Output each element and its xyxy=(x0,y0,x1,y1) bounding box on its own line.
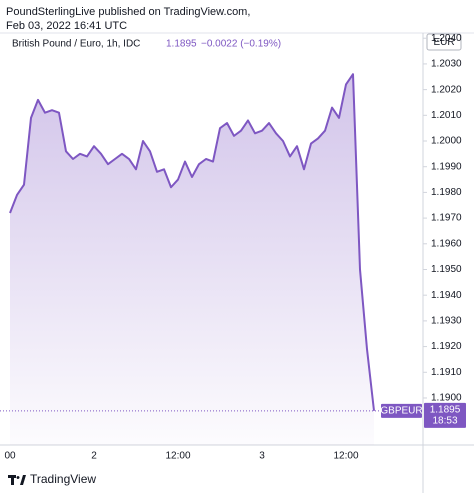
legend-title: British Pound / Euro, 1h, IDC xyxy=(12,39,140,50)
legend-change: −0.0022 (−0.19%) xyxy=(201,39,281,50)
symbol-tag xyxy=(381,403,422,418)
price-tag xyxy=(424,402,466,428)
y-tick-label: 1.2000 xyxy=(431,136,462,147)
y-tick-label: 1.1960 xyxy=(431,238,462,249)
price-tag-value: 1.1895 xyxy=(430,404,461,415)
x-tick-label: 2 xyxy=(91,451,97,462)
y-tick-label: 1.1980 xyxy=(431,187,462,198)
y-tick-label: 1.1990 xyxy=(431,161,462,172)
legend-price: 1.1895 xyxy=(166,39,197,50)
y-tick-label: 1.1950 xyxy=(431,264,462,275)
header-line2: Feb 03, 2022 16:41 UTC xyxy=(6,20,127,32)
brand: TradingView xyxy=(8,472,96,486)
y-tick-label: 1.1940 xyxy=(431,290,462,301)
area xyxy=(10,74,374,445)
symbol-label: GBPEUR xyxy=(380,405,422,416)
plot xyxy=(9,73,375,445)
x-tick-label: 00 xyxy=(4,451,16,462)
price-tag-time: 18:53 xyxy=(432,415,457,426)
y-tick-label: 1.2020 xyxy=(431,84,462,95)
y-tick-label: 1.1910 xyxy=(431,367,462,378)
y-tick-label: 1.1930 xyxy=(431,316,462,327)
y-tick-label: 1.1970 xyxy=(431,213,462,224)
line xyxy=(9,73,375,411)
y-tick-label: 1.1900 xyxy=(431,393,462,404)
y-tick-label: 1.2040 xyxy=(431,33,462,44)
x-tick-label: 12:00 xyxy=(165,451,190,462)
y-tick-label: 1.2010 xyxy=(431,110,462,121)
currency-label: EUR xyxy=(433,37,454,48)
y-tick-label: 1.1920 xyxy=(431,341,462,352)
brand-logo xyxy=(8,475,26,485)
x-tick-label: 3 xyxy=(259,451,265,462)
y-tick-label: 1.2030 xyxy=(431,59,462,70)
x-tick-label: 12:00 xyxy=(333,451,358,462)
header-line1: PoundSterlingLive published on TradingVi… xyxy=(6,6,250,18)
currency-box[interactable] xyxy=(426,33,462,51)
brand-text: TradingView xyxy=(30,472,96,486)
